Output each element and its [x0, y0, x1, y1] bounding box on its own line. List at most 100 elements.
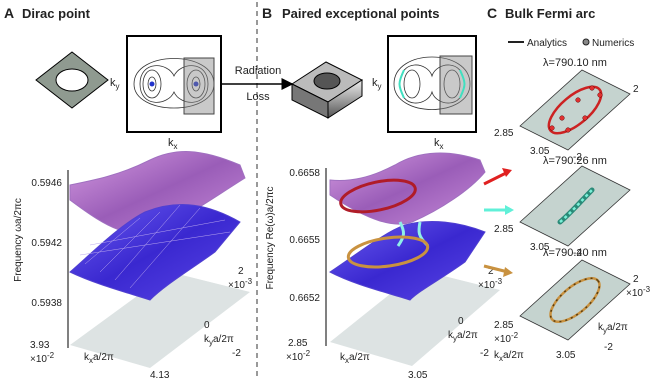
rest: a/2π [213, 334, 234, 345]
sub: x [440, 142, 444, 151]
z-label: Frequency Re(ω)a/2πc [265, 186, 276, 289]
numerics [549, 85, 603, 133]
arc-curve [547, 85, 603, 135]
x-scale: ×10-2 [286, 349, 311, 363]
panel-letter: B [262, 5, 272, 21]
y-tick: 0 [458, 316, 464, 327]
y-tick: -2 [232, 348, 241, 359]
rest: a/2π [93, 352, 114, 363]
base: ×10 [228, 280, 245, 291]
ring-upper [339, 178, 417, 214]
y-scale: ×10-3 [626, 285, 651, 299]
pointers [483, 168, 514, 277]
hole [313, 72, 341, 90]
lower-band [69, 204, 241, 301]
x-tick: 4.13 [150, 370, 170, 381]
slab-side [327, 79, 363, 119]
upper-band [329, 152, 486, 225]
rest: a/2π [349, 352, 370, 363]
arrow-bottom: Loss [246, 91, 270, 103]
z-tick: 0.6652 [289, 293, 320, 304]
z-tick: 0.5942 [31, 238, 62, 249]
legend-dot [582, 38, 590, 46]
z-tick: 0.6655 [289, 235, 320, 246]
base: ×10 [30, 354, 47, 365]
plate [519, 69, 631, 151]
base: ×10 [626, 288, 643, 299]
k: k [168, 137, 174, 149]
arrow-top: Radiation [235, 65, 281, 77]
x-label: kxa/2π [340, 352, 370, 365]
inset-y-label: ky [372, 77, 382, 91]
panel-letter: A [4, 5, 14, 21]
numerics [549, 277, 601, 323]
sub: y [209, 338, 213, 347]
panel-title: Paired exceptional points [282, 6, 440, 21]
x-scale: ×10-2 [494, 331, 519, 345]
mesh [79, 204, 231, 289]
arc-curve [557, 187, 595, 225]
x-label: kxa/2π [84, 352, 114, 365]
k: k [204, 334, 210, 345]
base: ×10 [478, 280, 495, 291]
tick: 2.85 [494, 128, 514, 139]
hole [55, 68, 89, 92]
wavelength: λ=790.10 nm [543, 57, 607, 69]
z-tick: 0.5946 [31, 178, 62, 189]
k: k [598, 322, 604, 333]
sub: y [453, 334, 457, 343]
y-label: kya/2π [448, 330, 478, 343]
y-scale: ×10-3 [228, 277, 253, 291]
x-tick: 3.93 [30, 340, 50, 351]
panel-letter: C [487, 5, 497, 21]
k: k [84, 352, 90, 363]
inset-y-label: ky [110, 77, 120, 91]
rest: a/2π [457, 330, 478, 341]
y-tick: 2 [238, 266, 244, 277]
x-scale: ×10-2 [30, 351, 55, 365]
panel-title: Bulk Fermi arc [505, 6, 595, 21]
base: ×10 [286, 352, 303, 363]
contour-box [387, 35, 477, 133]
tick: -2 [573, 248, 582, 259]
y-label: kya/2π [204, 334, 234, 347]
y-scale: ×10-3 [478, 277, 503, 291]
panel-title: Dirac point [22, 6, 91, 21]
z-label: Frequency ωa/2πc [13, 198, 24, 282]
exp: -2 [511, 331, 519, 340]
legend-label: Numerics [592, 38, 634, 49]
z-tick: 0.6658 [289, 168, 320, 179]
sub: x [499, 354, 503, 363]
tick: -2 [604, 342, 613, 353]
rest: a/2π [607, 322, 628, 333]
exp: -2 [47, 351, 55, 360]
inset-x-label: kx [434, 137, 444, 151]
arcs [398, 69, 466, 99]
k: k [434, 137, 440, 149]
exp: -3 [643, 285, 651, 294]
dirac-point [149, 81, 155, 87]
x-tick: 3.05 [408, 370, 428, 381]
y-tick: 2 [488, 266, 494, 277]
k: k [372, 77, 378, 89]
sub: y [603, 326, 607, 335]
y-tick: -2 [480, 348, 489, 359]
base: ×10 [494, 334, 511, 345]
sub: y [378, 82, 382, 91]
sub: x [89, 356, 93, 365]
highlight [183, 57, 215, 115]
exp: -2 [303, 349, 311, 358]
plate [519, 259, 631, 341]
tick: 3.05 [530, 242, 550, 253]
inset-x-label: kx [168, 137, 178, 151]
y-tick: 0 [204, 320, 210, 331]
wavelength: λ=790.40 nm [543, 247, 607, 259]
tick: 3.05 [556, 350, 576, 361]
k: k [494, 350, 500, 361]
wavelength: λ=790.26 nm [543, 155, 607, 167]
floor [70, 272, 250, 368]
z-tick: 0.5938 [31, 298, 62, 309]
x-tick: 2.85 [288, 338, 308, 349]
highlight [439, 55, 473, 115]
